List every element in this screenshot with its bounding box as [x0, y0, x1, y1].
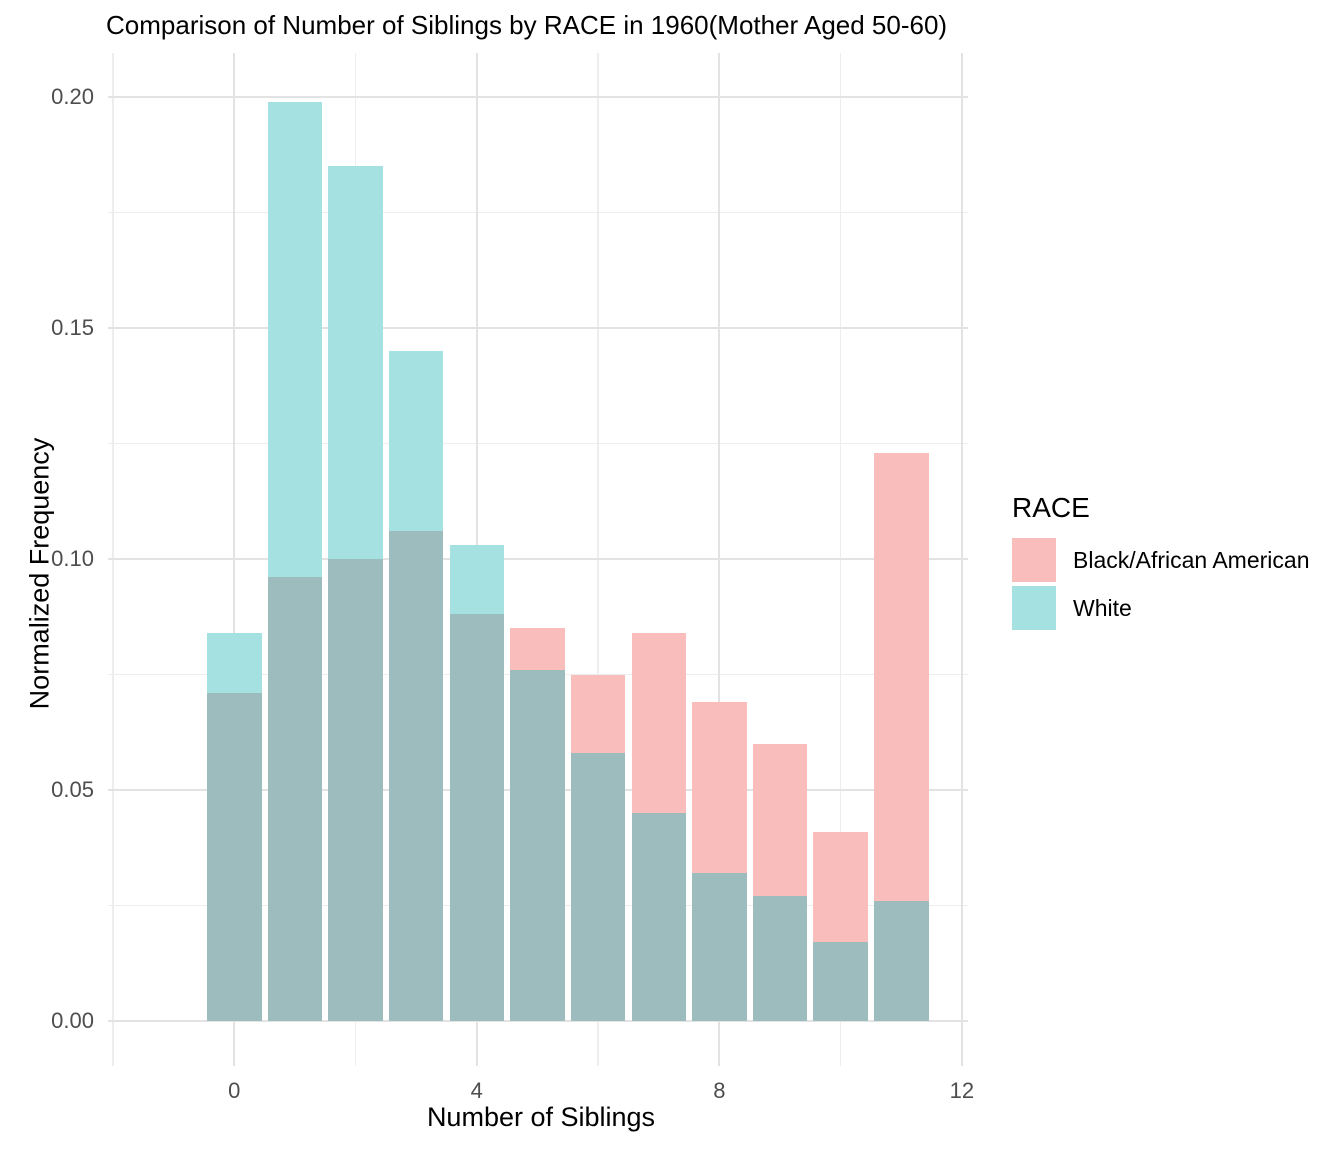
legend-label-white: White [1073, 594, 1132, 621]
bar-bin7-overlap [631, 813, 687, 1021]
gridline-x-major [718, 53, 721, 1066]
bar-bin0-overlap [207, 692, 262, 1021]
bar-bin10-overlap [813, 942, 868, 1021]
y-tick-label: 0.10 [51, 545, 94, 571]
bar-bin11-overlap [874, 900, 929, 1021]
y-tick-label: 0.05 [51, 777, 94, 802]
y-tick-label: 0.15 [51, 314, 94, 340]
y-tick-label: 0.00 [51, 1008, 94, 1033]
x-tick-label: 0 [228, 1078, 241, 1103]
gridline-y-major [108, 557, 968, 560]
gridline-x-major [960, 53, 963, 1066]
bar-bin9-overlap [752, 896, 808, 1021]
gridline-y-minor [108, 211, 968, 214]
bar-bin5-overlap [510, 669, 565, 1021]
x-tick-label: 4 [470, 1078, 483, 1103]
gridline-x-major [233, 53, 236, 1066]
x-tick-label: 8 [713, 1078, 726, 1103]
x-tick-label: 12 [949, 1078, 975, 1103]
bar-bin8-overlap [692, 873, 747, 1021]
bar-bin4-overlap [449, 614, 505, 1021]
chart-title: Comparison of Number of Siblings by RACE… [106, 10, 948, 40]
y-tick-label: 0.20 [51, 83, 94, 109]
gridline-y-major [108, 326, 968, 329]
gridline-y-minor [108, 442, 968, 445]
gridline-y-major [108, 95, 968, 98]
x-axis-title: Number of Siblings [426, 1102, 656, 1132]
bar-bin3-overlap [388, 531, 444, 1021]
legend: RACE Black/African American White [1012, 492, 1309, 634]
y-axis-title: Normalized Frequency [24, 437, 55, 710]
legend-title: RACE [1012, 492, 1090, 523]
legend-label-black-african-american: Black/African American [1073, 546, 1310, 573]
bar-bin1-overlap [267, 577, 323, 1021]
plot-panel [108, 53, 968, 1066]
gridline-y-major [108, 1020, 968, 1022]
bar-bin6-overlap [570, 753, 626, 1021]
legend-item-white: White [1012, 586, 1309, 630]
bar-bin2-overlap [328, 558, 383, 1021]
legend-swatch-black-african-american [1012, 538, 1056, 582]
legend-item-black-african-american: Black/African American [1012, 538, 1309, 582]
legend-swatch-white [1012, 586, 1056, 630]
